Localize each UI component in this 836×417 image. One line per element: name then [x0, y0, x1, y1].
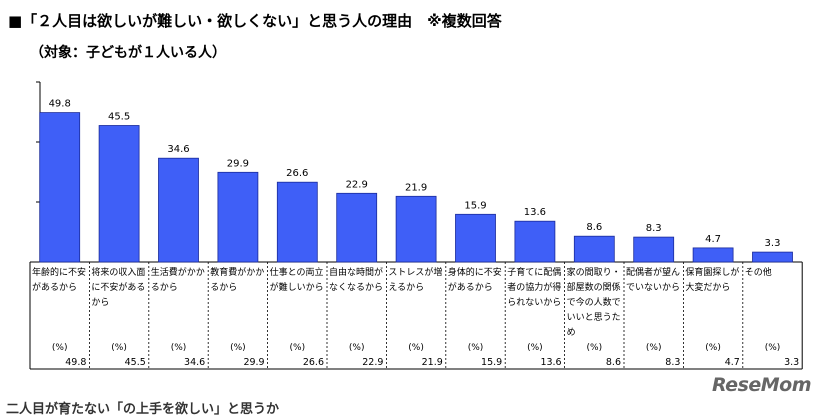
table-value: 4.7 [725, 357, 740, 368]
table-value: 13.6 [540, 357, 561, 368]
unit-label: (%) [52, 343, 68, 353]
data-label: 49.8 [49, 99, 71, 110]
unit-label: (%) [646, 343, 662, 353]
data-label: 4.7 [705, 234, 721, 245]
category-label: なくなるから [329, 282, 383, 293]
category-label: があるから [32, 281, 77, 293]
category-label: で今の人数で [567, 296, 621, 308]
table-value: 8.6 [606, 357, 621, 368]
table-value: 29.9 [243, 357, 264, 368]
category-label: るから [210, 282, 237, 293]
unit-label: (%) [111, 343, 127, 353]
category-label: 配偶者が望ん [626, 266, 680, 278]
category-label: その他 [745, 266, 772, 278]
bar [158, 157, 199, 263]
data-label: 21.9 [405, 182, 427, 193]
unit-label: (%) [587, 343, 603, 353]
chart-title: ■「２人目は欲しいが難しい・欲しくない」と思う人の理由 ※複数回答 [8, 12, 502, 30]
unit-label: (%) [171, 343, 187, 353]
watermark-logo: ReseMom [712, 374, 812, 396]
bar [573, 235, 615, 263]
table-value: 15.9 [481, 357, 502, 368]
category-label: 部屋数の関係 [567, 281, 621, 293]
bar [39, 112, 81, 263]
bar [692, 247, 734, 263]
unit-label: (%) [349, 343, 365, 353]
category-label: えるから [388, 282, 424, 293]
category-label: 年齢的に不安 [32, 266, 86, 278]
bar [514, 220, 556, 263]
category-label: 大変だから [685, 281, 730, 293]
bar-chart: 49.8年齢的に不安があるから(%)49.845.5将来の収入面に不安があるから… [29, 81, 803, 370]
table-value: 26.6 [303, 357, 324, 368]
bar [336, 192, 378, 263]
unit-label: (%) [408, 343, 424, 353]
table-value: 45.5 [125, 357, 146, 368]
unit-label: (%) [527, 343, 543, 353]
data-label: 15.9 [464, 200, 486, 211]
data-label: 22.9 [346, 179, 368, 190]
table-value: 34.6 [184, 357, 205, 368]
category-label: 身体的に不安 [448, 266, 502, 278]
table-value: 8.3 [665, 357, 680, 368]
category-label: るから [151, 282, 178, 293]
unit-label: (%) [705, 343, 721, 353]
unit-label: (%) [230, 343, 246, 353]
category-label: 自由な時間が [329, 266, 383, 278]
category-label: られないから [507, 297, 561, 308]
category-label: でいないから [626, 282, 680, 293]
bar [217, 171, 259, 263]
category-label: があるから [448, 281, 493, 293]
unit-label: (%) [468, 343, 484, 353]
category-label: 子育てに配偶 [507, 266, 561, 278]
data-label: 34.6 [167, 144, 189, 155]
category-label: に不安がある [91, 281, 145, 293]
category-label: が難しいから [270, 281, 324, 293]
bar [633, 236, 675, 263]
table-value: 22.9 [362, 357, 383, 368]
table-value: 3.3 [784, 357, 799, 368]
category-label: いいと思うた [567, 312, 621, 323]
unit-label: (%) [290, 343, 306, 353]
category-label: め [567, 327, 576, 338]
category-label: 保育園探しが [685, 266, 739, 278]
data-label: 26.6 [286, 168, 308, 179]
chart-subtitle: （対象：子どもが１人いる人） [30, 45, 226, 61]
category-label: 者の協力が得 [507, 281, 561, 293]
data-label: 8.3 [646, 223, 662, 234]
category-label: 生活費がかか [151, 266, 205, 278]
category-label: から [91, 297, 109, 308]
table-value: 21.9 [422, 357, 443, 368]
data-label: 8.6 [586, 222, 602, 233]
bar [98, 125, 140, 263]
data-label: 3.3 [765, 238, 781, 249]
category-label: 仕事との両立 [270, 266, 324, 278]
bar [276, 181, 318, 263]
data-label: 45.5 [108, 112, 130, 123]
bar [455, 213, 496, 263]
bar [752, 251, 793, 263]
data-label: 13.6 [524, 207, 546, 218]
category-label: ストレスが増 [388, 266, 442, 278]
bar [395, 195, 437, 263]
data-label: 29.9 [227, 158, 249, 169]
category-label: 教育費がかか [210, 266, 264, 278]
category-label: 将来の収入面 [91, 266, 145, 278]
table-value: 49.8 [65, 357, 86, 368]
category-label: 家の間取り・ [567, 266, 621, 278]
unit-label: (%) [765, 343, 781, 353]
